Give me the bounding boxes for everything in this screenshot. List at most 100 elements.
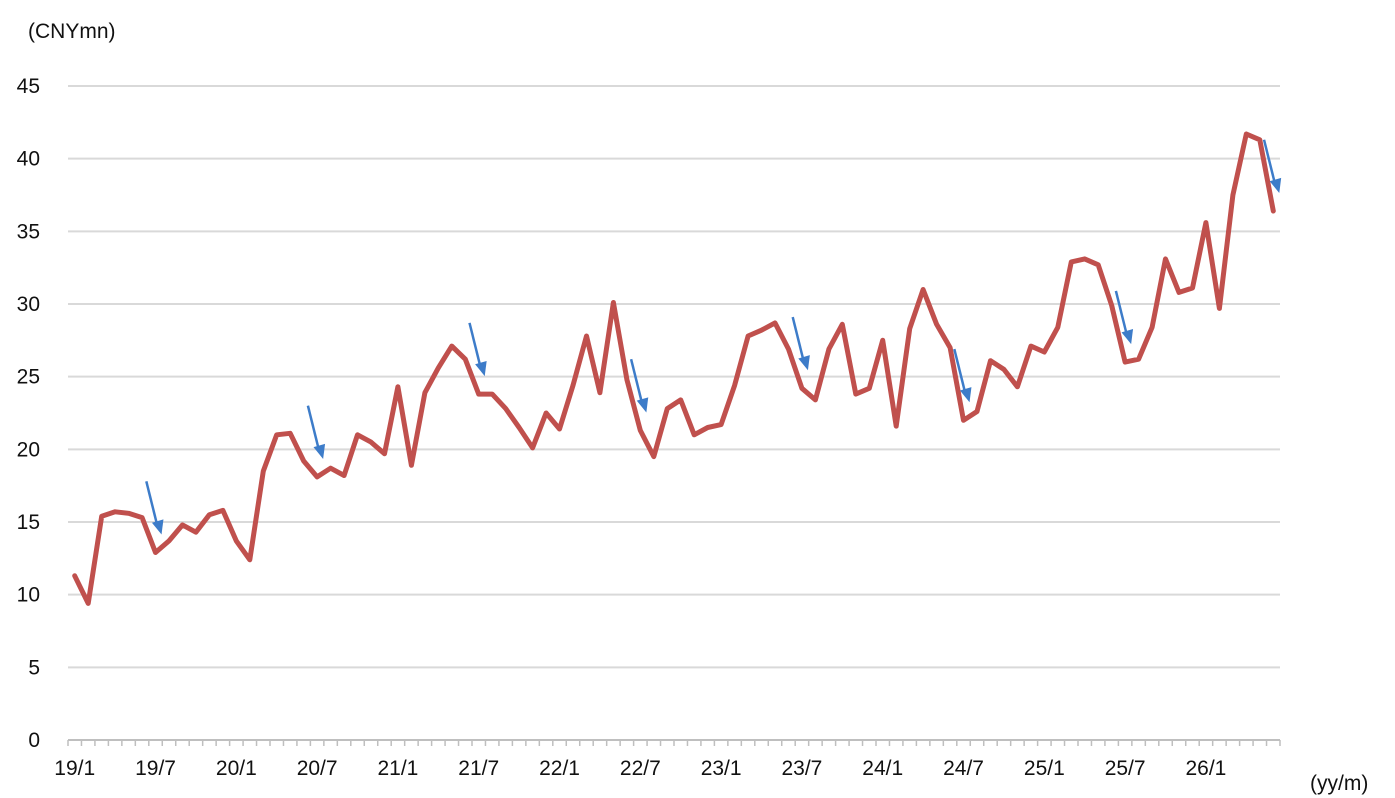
data-point — [409, 463, 414, 468]
data-point — [167, 538, 172, 543]
data-point — [1217, 306, 1222, 311]
data-point — [867, 386, 872, 391]
data-point — [1136, 357, 1141, 362]
arrow-head — [959, 387, 972, 403]
data-point — [220, 508, 225, 513]
grid-lines — [68, 85, 1280, 669]
arrow-head — [151, 519, 164, 535]
data-point — [1190, 286, 1195, 291]
arrow-head — [475, 360, 487, 377]
arrow-shaft — [953, 348, 967, 395]
data-point — [921, 287, 926, 292]
arrow-head — [1121, 329, 1134, 345]
arrow-shaft — [468, 322, 482, 369]
arrow-shaft — [1262, 139, 1277, 186]
data-point — [544, 411, 549, 416]
data-point — [719, 422, 724, 427]
data-point — [1096, 262, 1101, 267]
data-point — [463, 357, 468, 362]
annotation-arrow — [791, 316, 810, 371]
data-point — [436, 365, 441, 370]
data-point — [1028, 344, 1033, 349]
data-point — [678, 397, 683, 402]
data-point — [1244, 131, 1249, 136]
data-point — [611, 300, 616, 305]
data-point — [557, 426, 562, 431]
arrow-head — [313, 443, 326, 459]
data-point — [853, 392, 858, 397]
data-point — [301, 458, 306, 463]
x-tick-label: 24/1 — [862, 757, 903, 780]
data-point — [72, 573, 77, 578]
x-tick-label: 21/7 — [458, 757, 499, 780]
x-tick-label: 19/1 — [54, 757, 95, 780]
x-axis: 19/1 19/7 20/1 20/7 21/1 21/7 22/1 22/7 23/1 23/7… — [54, 739, 1281, 780]
data-point — [948, 345, 953, 350]
y-tick-label: 15 — [17, 511, 40, 534]
arrow-head — [798, 355, 810, 371]
y-tick-label: 20 — [17, 438, 40, 461]
data-point — [207, 512, 212, 517]
arrow-shaft — [306, 405, 321, 452]
data-point — [597, 390, 602, 395]
data-point — [395, 384, 400, 389]
x-axis-unit-label: (yy/m) — [1310, 772, 1369, 795]
data-point — [315, 474, 320, 479]
data-point — [746, 333, 751, 338]
annotation-arrow — [306, 405, 326, 459]
data-point — [638, 428, 643, 433]
data-point — [786, 347, 791, 352]
data-point — [1109, 303, 1114, 308]
data-point — [517, 425, 522, 430]
data-point — [234, 538, 239, 543]
data-point — [1055, 325, 1060, 330]
data-point — [490, 392, 495, 397]
data-point — [153, 550, 158, 555]
x-tick-label: 23/1 — [701, 757, 742, 780]
data-point — [665, 406, 670, 411]
data-point — [449, 344, 454, 349]
data-point — [894, 424, 899, 429]
data-point — [1069, 259, 1074, 264]
arrow-shaft — [791, 316, 806, 363]
data-point — [1163, 256, 1168, 261]
data-point — [1082, 256, 1087, 261]
data-point — [476, 392, 481, 397]
data-point — [328, 466, 333, 471]
annotation-arrow — [1262, 139, 1282, 193]
data-point — [1257, 137, 1262, 142]
annotation-arrow — [629, 358, 649, 413]
y-tick-label: 40 — [17, 148, 40, 171]
annotation-arrow — [953, 348, 972, 403]
x-tick-label: 22/1 — [539, 757, 580, 780]
data-point — [288, 431, 293, 436]
arrow-shaft — [629, 358, 644, 405]
data-point — [180, 522, 185, 527]
data-point — [1123, 360, 1128, 365]
data-point — [840, 322, 845, 327]
data-point — [1230, 193, 1235, 198]
data-point — [651, 454, 656, 459]
annotation-arrow — [145, 480, 164, 535]
data-point — [988, 358, 993, 363]
data-point — [503, 406, 508, 411]
data-point — [1001, 367, 1006, 372]
data-point — [261, 469, 266, 474]
data-point — [759, 328, 764, 333]
data-point — [907, 326, 912, 331]
x-tick-label: 25/7 — [1105, 757, 1146, 780]
y-tick-label: 0 — [28, 729, 40, 752]
data-point — [692, 432, 697, 437]
x-tick-label: 26/1 — [1185, 757, 1226, 780]
y-tick-label: 35 — [17, 220, 40, 243]
annotation-arrow — [468, 322, 487, 377]
arrow-shaft — [145, 480, 159, 527]
data-point — [342, 473, 347, 478]
series-layer — [72, 131, 1276, 606]
data-point — [369, 440, 374, 445]
x-tick-label: 25/1 — [1024, 757, 1065, 780]
data-point — [274, 432, 279, 437]
x-tick-label: 21/1 — [377, 757, 418, 780]
x-tick-label: 23/7 — [781, 757, 822, 780]
